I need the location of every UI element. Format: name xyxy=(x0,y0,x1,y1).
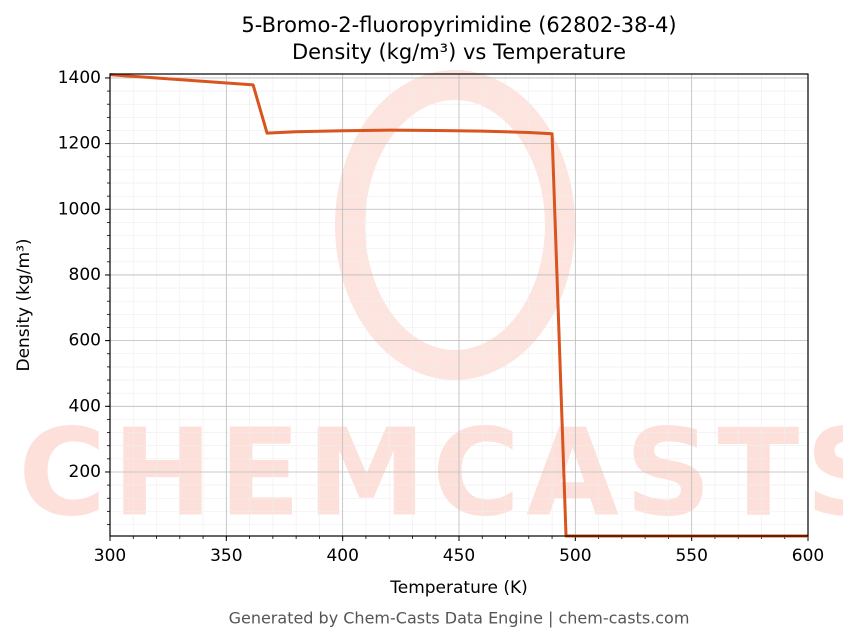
y-tick-label: 200 xyxy=(69,462,101,482)
footer: Generated by Chem-Casts Data Engine | ch… xyxy=(229,609,690,628)
watermark-logo xyxy=(335,70,575,380)
watermark: CHEMCASTS xyxy=(18,70,843,544)
plot-frame xyxy=(109,73,809,537)
x-axis-label: Temperature (K) xyxy=(389,578,528,598)
y-axis-label: Density (kg/m³) xyxy=(14,238,34,371)
chart-title: 5-Bromo-2-fluoropyrimidine (62802-38-4) xyxy=(241,13,676,37)
chart-subtitle: Density (kg/m³) vs Temperature xyxy=(292,40,626,64)
x-tick-label: 600 xyxy=(792,546,824,566)
x-tick-label: 350 xyxy=(210,546,242,566)
y-tick-label: 1400 xyxy=(58,68,101,88)
y-tick-label: 600 xyxy=(69,331,101,351)
y-tick-label: 800 xyxy=(69,265,101,285)
x-tick-label: 450 xyxy=(443,546,475,566)
x-tick-label: 300 xyxy=(94,546,126,566)
x-tick-label: 400 xyxy=(326,546,358,566)
watermark-text: CHEMCASTS xyxy=(18,405,843,544)
y-tick-label: 400 xyxy=(69,396,101,416)
line xyxy=(109,73,808,538)
y-tick-label: 1000 xyxy=(58,199,101,219)
x-tick-label: 500 xyxy=(559,546,591,566)
y-tick-label: 1200 xyxy=(58,134,101,154)
x-tick-label: 550 xyxy=(675,546,707,566)
